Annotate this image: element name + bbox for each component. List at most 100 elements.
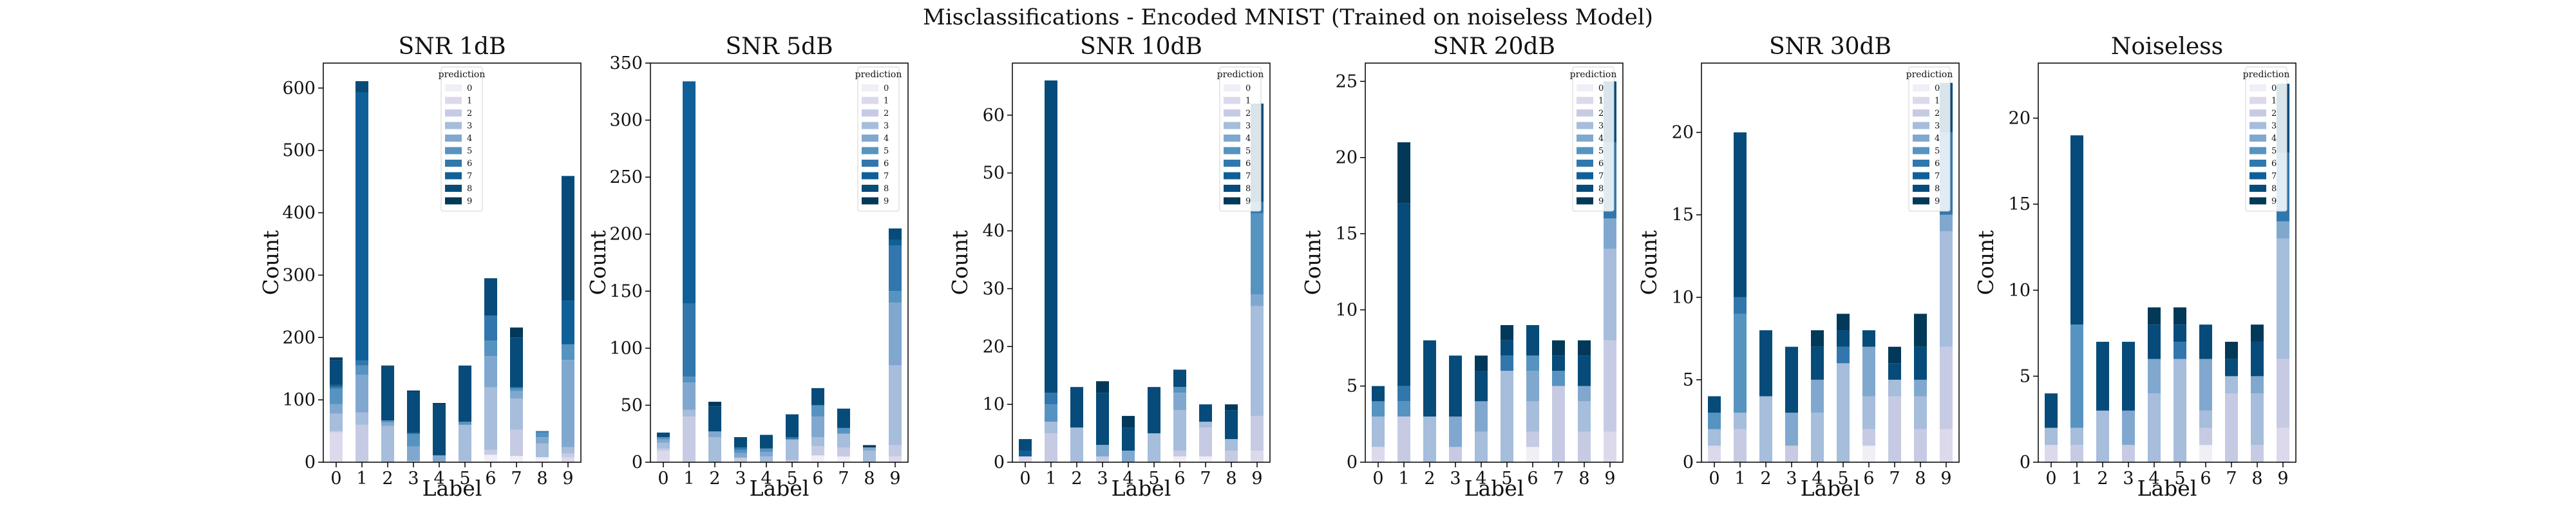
x-tick-label: 1 — [683, 469, 694, 489]
x-axis-label: Label — [1112, 476, 1171, 501]
legend-swatch-0 — [1913, 84, 1929, 91]
bar-segment-label-8-pred-3 — [1914, 396, 1927, 429]
bar-segment-label-5-pred-9 — [1837, 314, 1850, 331]
legend-entry-2: 2 — [1935, 109, 1940, 118]
x-tick-label: 0 — [2045, 469, 2056, 489]
x-axis-label: Label — [2137, 476, 2197, 501]
bar-segment-label-7-pred-5 — [1552, 371, 1565, 386]
legend-swatch-6 — [1913, 160, 1929, 167]
bar-segment-label-5-pred-8 — [1837, 330, 1850, 347]
legend-swatch-7 — [445, 172, 462, 180]
bar-segment-label-8-pred-4 — [1914, 379, 1927, 397]
legend-entry-7: 7 — [884, 172, 889, 182]
y-tick-label: 30 — [983, 279, 1005, 299]
bar-segment-label-7-pred-8 — [837, 408, 850, 428]
bar-segment-label-2-pred-3 — [1759, 396, 1772, 462]
legend-swatch-2 — [445, 109, 462, 117]
bar-segment-label-1-pred-5 — [1397, 401, 1410, 417]
bar-segment-label-6-pred-3 — [1526, 401, 1539, 432]
legend-entry-8: 8 — [884, 184, 889, 194]
legend-swatch-4 — [1577, 135, 1593, 142]
legend-entry-5: 5 — [1598, 147, 1604, 156]
y-tick-label: 0 — [994, 453, 1005, 473]
x-tick-label: 7 — [1553, 469, 1564, 489]
bar-segment-label-1-pred-6 — [1045, 393, 1057, 405]
bar-segment-label-8-pred-6 — [536, 431, 549, 433]
bar-segment-label-6-pred-4 — [2199, 359, 2212, 411]
x-tick-label: 5 — [459, 469, 470, 489]
x-tick-label: 3 — [1450, 469, 1461, 489]
y-tick-label: 10 — [983, 395, 1005, 415]
legend-entry-3: 3 — [1598, 122, 1604, 131]
bar-segment-label-1-pred-8 — [1734, 132, 1747, 297]
bar-segment-label-9-pred-4 — [562, 360, 574, 447]
legend-entry-2: 2 — [884, 109, 889, 118]
bar-segment-label-7-pred-9 — [1888, 346, 1901, 364]
legend-entry-4: 4 — [467, 134, 472, 144]
bar-segment-label-6-pred-3 — [2199, 410, 2212, 428]
legend-swatch-7 — [862, 172, 878, 180]
legend-swatch-9 — [1913, 197, 1929, 205]
legend-entry-2: 2 — [1245, 109, 1251, 118]
bar-segment-label-5-pred-6 — [786, 437, 799, 440]
bar-segment-label-3-pred-4 — [1096, 445, 1109, 457]
legend-entry-8: 8 — [1935, 184, 1940, 194]
panel-title: SNR 30dB — [1769, 33, 1891, 60]
y-tick-label: 0 — [632, 453, 643, 473]
bar-segment-label-6-pred-2 — [1862, 429, 1875, 446]
legend-entry-6: 6 — [1245, 159, 1251, 169]
bar-segment-label-9-pred-1 — [889, 456, 902, 462]
legend-swatch-3 — [1577, 122, 1593, 129]
bar-segment-label-9-pred-1 — [1251, 451, 1264, 462]
legend-swatch-6 — [2249, 160, 2266, 167]
bar-stacks — [657, 81, 902, 462]
bar-segment-label-8-pred-0 — [536, 457, 549, 462]
legend-title: prediction — [1906, 70, 1953, 80]
legend-swatch-2 — [2249, 109, 2266, 117]
x-tick-label: 2 — [1071, 469, 1082, 489]
bar-segment-label-2-pred-8 — [2096, 341, 2109, 411]
x-tick-label: 2 — [382, 469, 393, 489]
x-tick-label: 7 — [838, 469, 849, 489]
bar-segment-label-0-pred-1 — [1372, 447, 1385, 462]
x-tick-label: 0 — [330, 469, 341, 489]
legend-entry-0: 0 — [884, 84, 889, 93]
bar-segment-label-4-pred-9 — [2148, 307, 2161, 325]
bar-segment-label-3-pred-8 — [407, 391, 420, 433]
y-tick-label: 300 — [609, 111, 643, 131]
legend-swatch-0 — [445, 84, 462, 91]
legend-swatch-5 — [1224, 147, 1240, 154]
legend-entry-0: 0 — [1935, 84, 1940, 93]
legend-entry-4: 4 — [1245, 134, 1251, 144]
y-tick-label: 20 — [1336, 148, 1358, 168]
bar-segment-label-7-pred-0 — [510, 456, 523, 462]
bar-segment-label-4-pred-4 — [760, 452, 773, 457]
bar-segment-label-6-pred-0 — [2199, 445, 2212, 462]
legend-swatch-3 — [1913, 122, 1929, 129]
bar-segment-label-4-pred-8 — [1475, 371, 1488, 402]
legend: prediction 0 1 2 3 4 5 6 7 8 9 — [2243, 66, 2289, 212]
legend-entry-7: 7 — [1935, 172, 1940, 182]
legend-entry-2: 2 — [2271, 109, 2277, 118]
bar-segment-label-8-pred-4 — [2251, 376, 2264, 394]
legend-swatch-1 — [445, 97, 462, 104]
bar-segment-label-8-pred-3 — [863, 451, 876, 462]
bar-segment-label-7-pred-2 — [1552, 386, 1565, 462]
bar-segment-label-6-pred-6 — [484, 315, 497, 341]
bar-segment-label-7-pred-8 — [1552, 355, 1565, 371]
x-tick-label: 5 — [2174, 469, 2185, 489]
bar-segment-label-0-pred-3 — [1708, 429, 1721, 446]
bar-segment-label-9-pred-2 — [889, 445, 902, 457]
x-tick-label: 0 — [1709, 469, 1719, 489]
legend-swatch-4 — [2249, 135, 2266, 142]
legend-entry-4: 4 — [1935, 134, 1940, 144]
bar-segment-label-3-pred-2 — [1785, 445, 1798, 462]
bar-segment-label-1-pred-5 — [683, 377, 696, 382]
bar-segment-label-0-pred-4 — [330, 404, 343, 414]
bar-segment-label-6-pred-8 — [484, 278, 497, 316]
bar-segment-label-9-pred-3 — [1251, 306, 1264, 417]
bar-segment-label-0-pred-4 — [657, 439, 670, 443]
bar-segment-label-4-pred-3 — [2148, 393, 2161, 462]
legend-title: prediction — [1217, 70, 1264, 80]
